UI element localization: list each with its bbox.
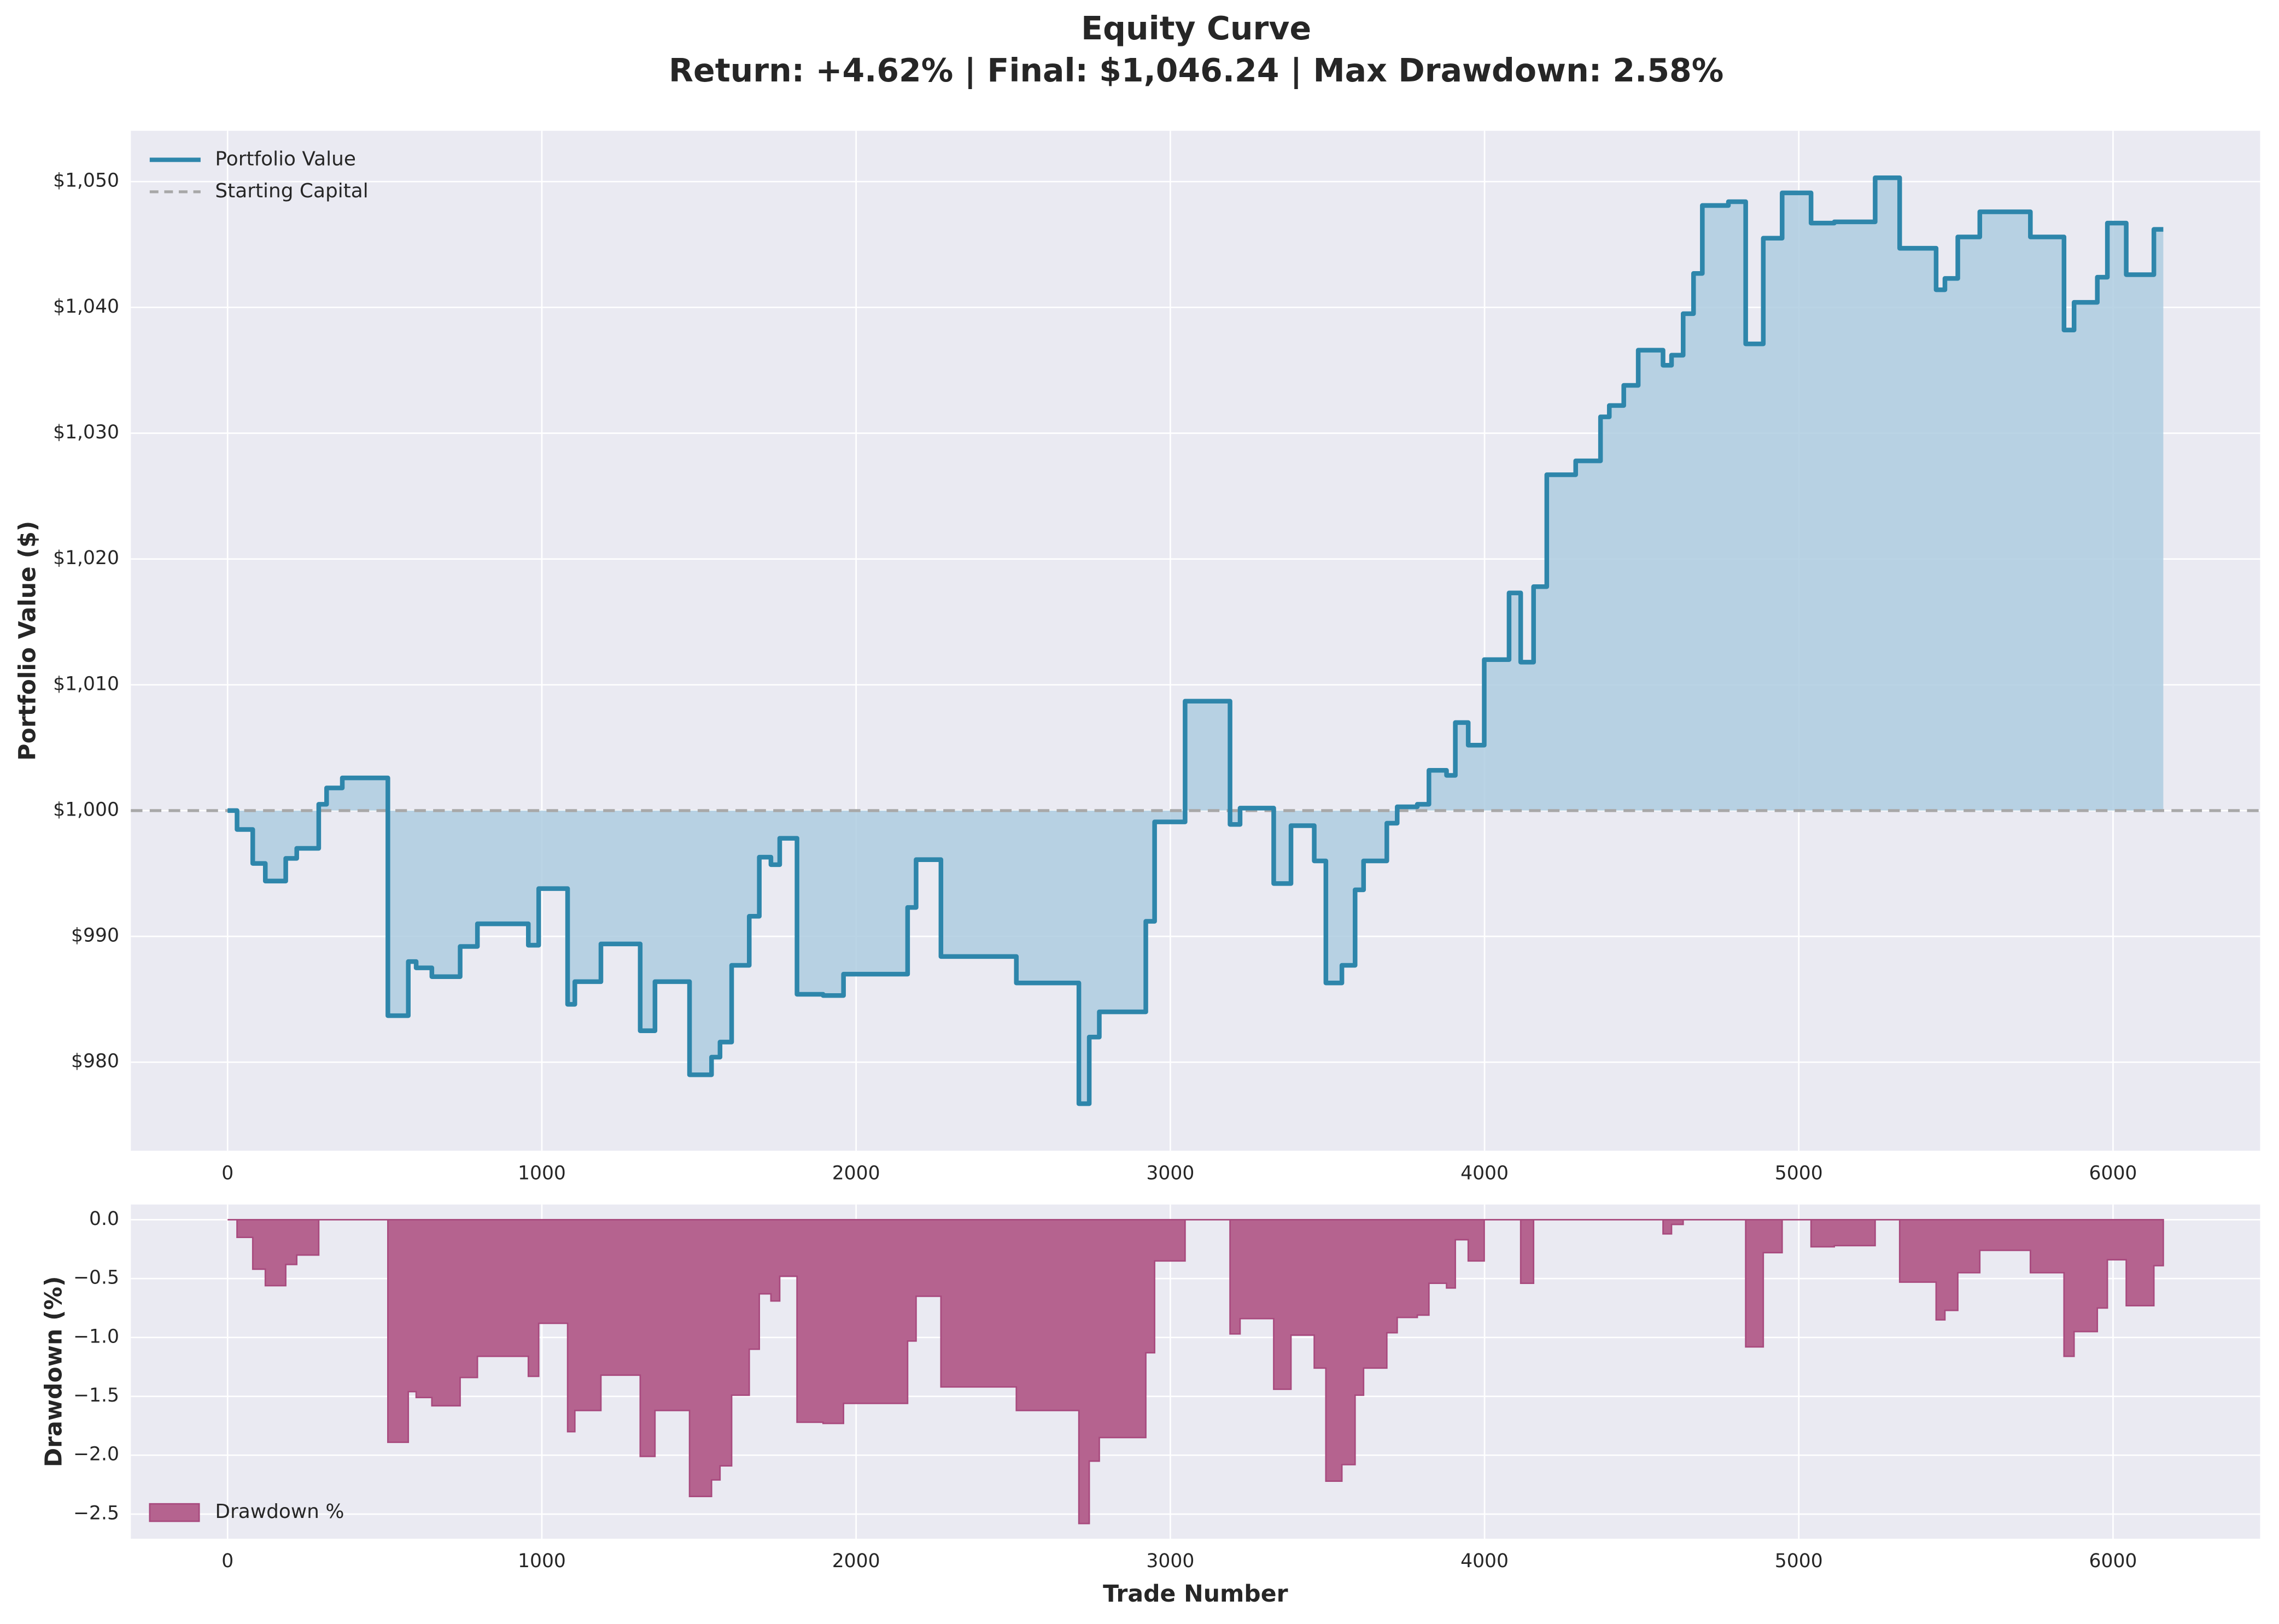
x-tick-label: 5000 — [1775, 1550, 1823, 1572]
equity-line — [227, 175, 2164, 1106]
y-tick-label: −1.5 — [73, 1385, 119, 1406]
chart-subtitle: Return: +4.62% | Final: $1,046.24 | Max … — [669, 52, 1723, 89]
x-axis-label: Trade Number — [1103, 1581, 1288, 1608]
fill-area — [227, 178, 2164, 1104]
drawdown-area — [227, 1219, 2164, 1525]
x-tick-label: 0 — [221, 1162, 233, 1184]
y-tick-label: −1.0 — [73, 1326, 119, 1347]
x-tick-label: 6000 — [2089, 1162, 2137, 1184]
x-tick-label: 3000 — [1146, 1550, 1194, 1572]
y-tick-label: $1,010 — [53, 673, 119, 695]
y-tick-label: −2.5 — [73, 1502, 119, 1524]
x-tick-label: 0 — [221, 1550, 233, 1572]
y-axis-label: Drawdown (%) — [41, 1276, 68, 1467]
y-tick-label: −0.5 — [73, 1267, 119, 1289]
x-tick-label: 4000 — [1460, 1162, 1509, 1184]
y-tick-label: $1,040 — [53, 296, 119, 318]
x-tick-label: 1000 — [518, 1550, 566, 1572]
y-tick-label: 0.0 — [89, 1208, 119, 1230]
legend-label: Drawdown % — [215, 1500, 344, 1523]
x-tick-label: 5000 — [1775, 1162, 1823, 1184]
x-tick-label: 2000 — [832, 1162, 880, 1184]
y-tick-label: $1,030 — [53, 421, 119, 443]
y-tick-label: $990 — [71, 925, 119, 947]
x-tick-label: 6000 — [2089, 1550, 2137, 1572]
legend-label: Starting Capital — [215, 180, 368, 202]
legend-label: Portfolio Value — [215, 148, 356, 170]
y-tick-label: $980 — [71, 1051, 119, 1072]
x-tick-label: 1000 — [518, 1162, 566, 1184]
chart-title: Equity Curve — [1081, 10, 1311, 47]
x-tick-label: 4000 — [1460, 1550, 1509, 1572]
legend-swatch — [149, 1503, 200, 1522]
x-tick-label: 3000 — [1146, 1162, 1194, 1184]
y-tick-label: $1,050 — [53, 170, 119, 192]
y-tick-label: $1,000 — [53, 799, 119, 820]
x-tick-label: 2000 — [832, 1550, 880, 1572]
y-axis-label: Portfolio Value ($) — [15, 521, 42, 761]
y-tick-label: −2.0 — [73, 1444, 119, 1465]
y-tick-label: $1,020 — [53, 547, 119, 569]
